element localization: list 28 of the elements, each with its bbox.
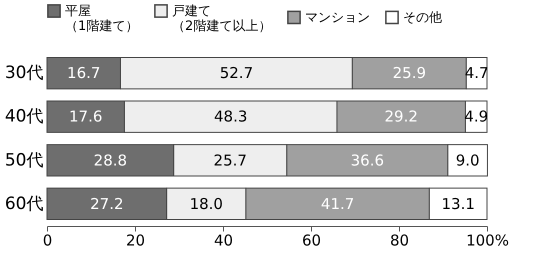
- data-label: 13.1: [441, 194, 475, 213]
- data-label: 52.7: [220, 64, 254, 82]
- data-label: 28.8: [94, 151, 128, 170]
- x-tick-label: 20: [126, 232, 146, 250]
- data-label: 25.7: [214, 151, 247, 170]
- y-tick-label: 50代: [4, 150, 44, 170]
- data-label: 41.7: [320, 194, 354, 213]
- y-tick-label: 40代: [4, 106, 44, 127]
- data-label: 16.7: [67, 64, 100, 82]
- legend-label: 戸建て（2階建て以上）: [172, 4, 272, 34]
- legend-label: その他: [403, 10, 442, 26]
- data-label: 18.0: [190, 194, 223, 213]
- x-tick-label: 80: [390, 232, 410, 250]
- data-label: 9.0: [456, 151, 480, 170]
- x-tick-label: 0: [42, 232, 52, 250]
- x-tick-label: 100%: [466, 232, 509, 250]
- legend-label: 平屋（1階建て）: [65, 4, 138, 34]
- data-label: 27.2: [90, 194, 124, 213]
- data-label: 17.6: [69, 108, 102, 126]
- y-tick-label: 30代: [4, 63, 44, 84]
- data-label: 25.9: [392, 64, 426, 82]
- data-label: 48.3: [214, 108, 248, 126]
- y-tick-label: 60代: [4, 194, 44, 214]
- legend-label: マンション: [305, 10, 370, 26]
- data-label: 29.2: [384, 108, 418, 126]
- data-label: 36.6: [350, 151, 384, 170]
- x-tick-label: 60: [302, 232, 322, 250]
- x-tick-label: 40: [214, 232, 234, 250]
